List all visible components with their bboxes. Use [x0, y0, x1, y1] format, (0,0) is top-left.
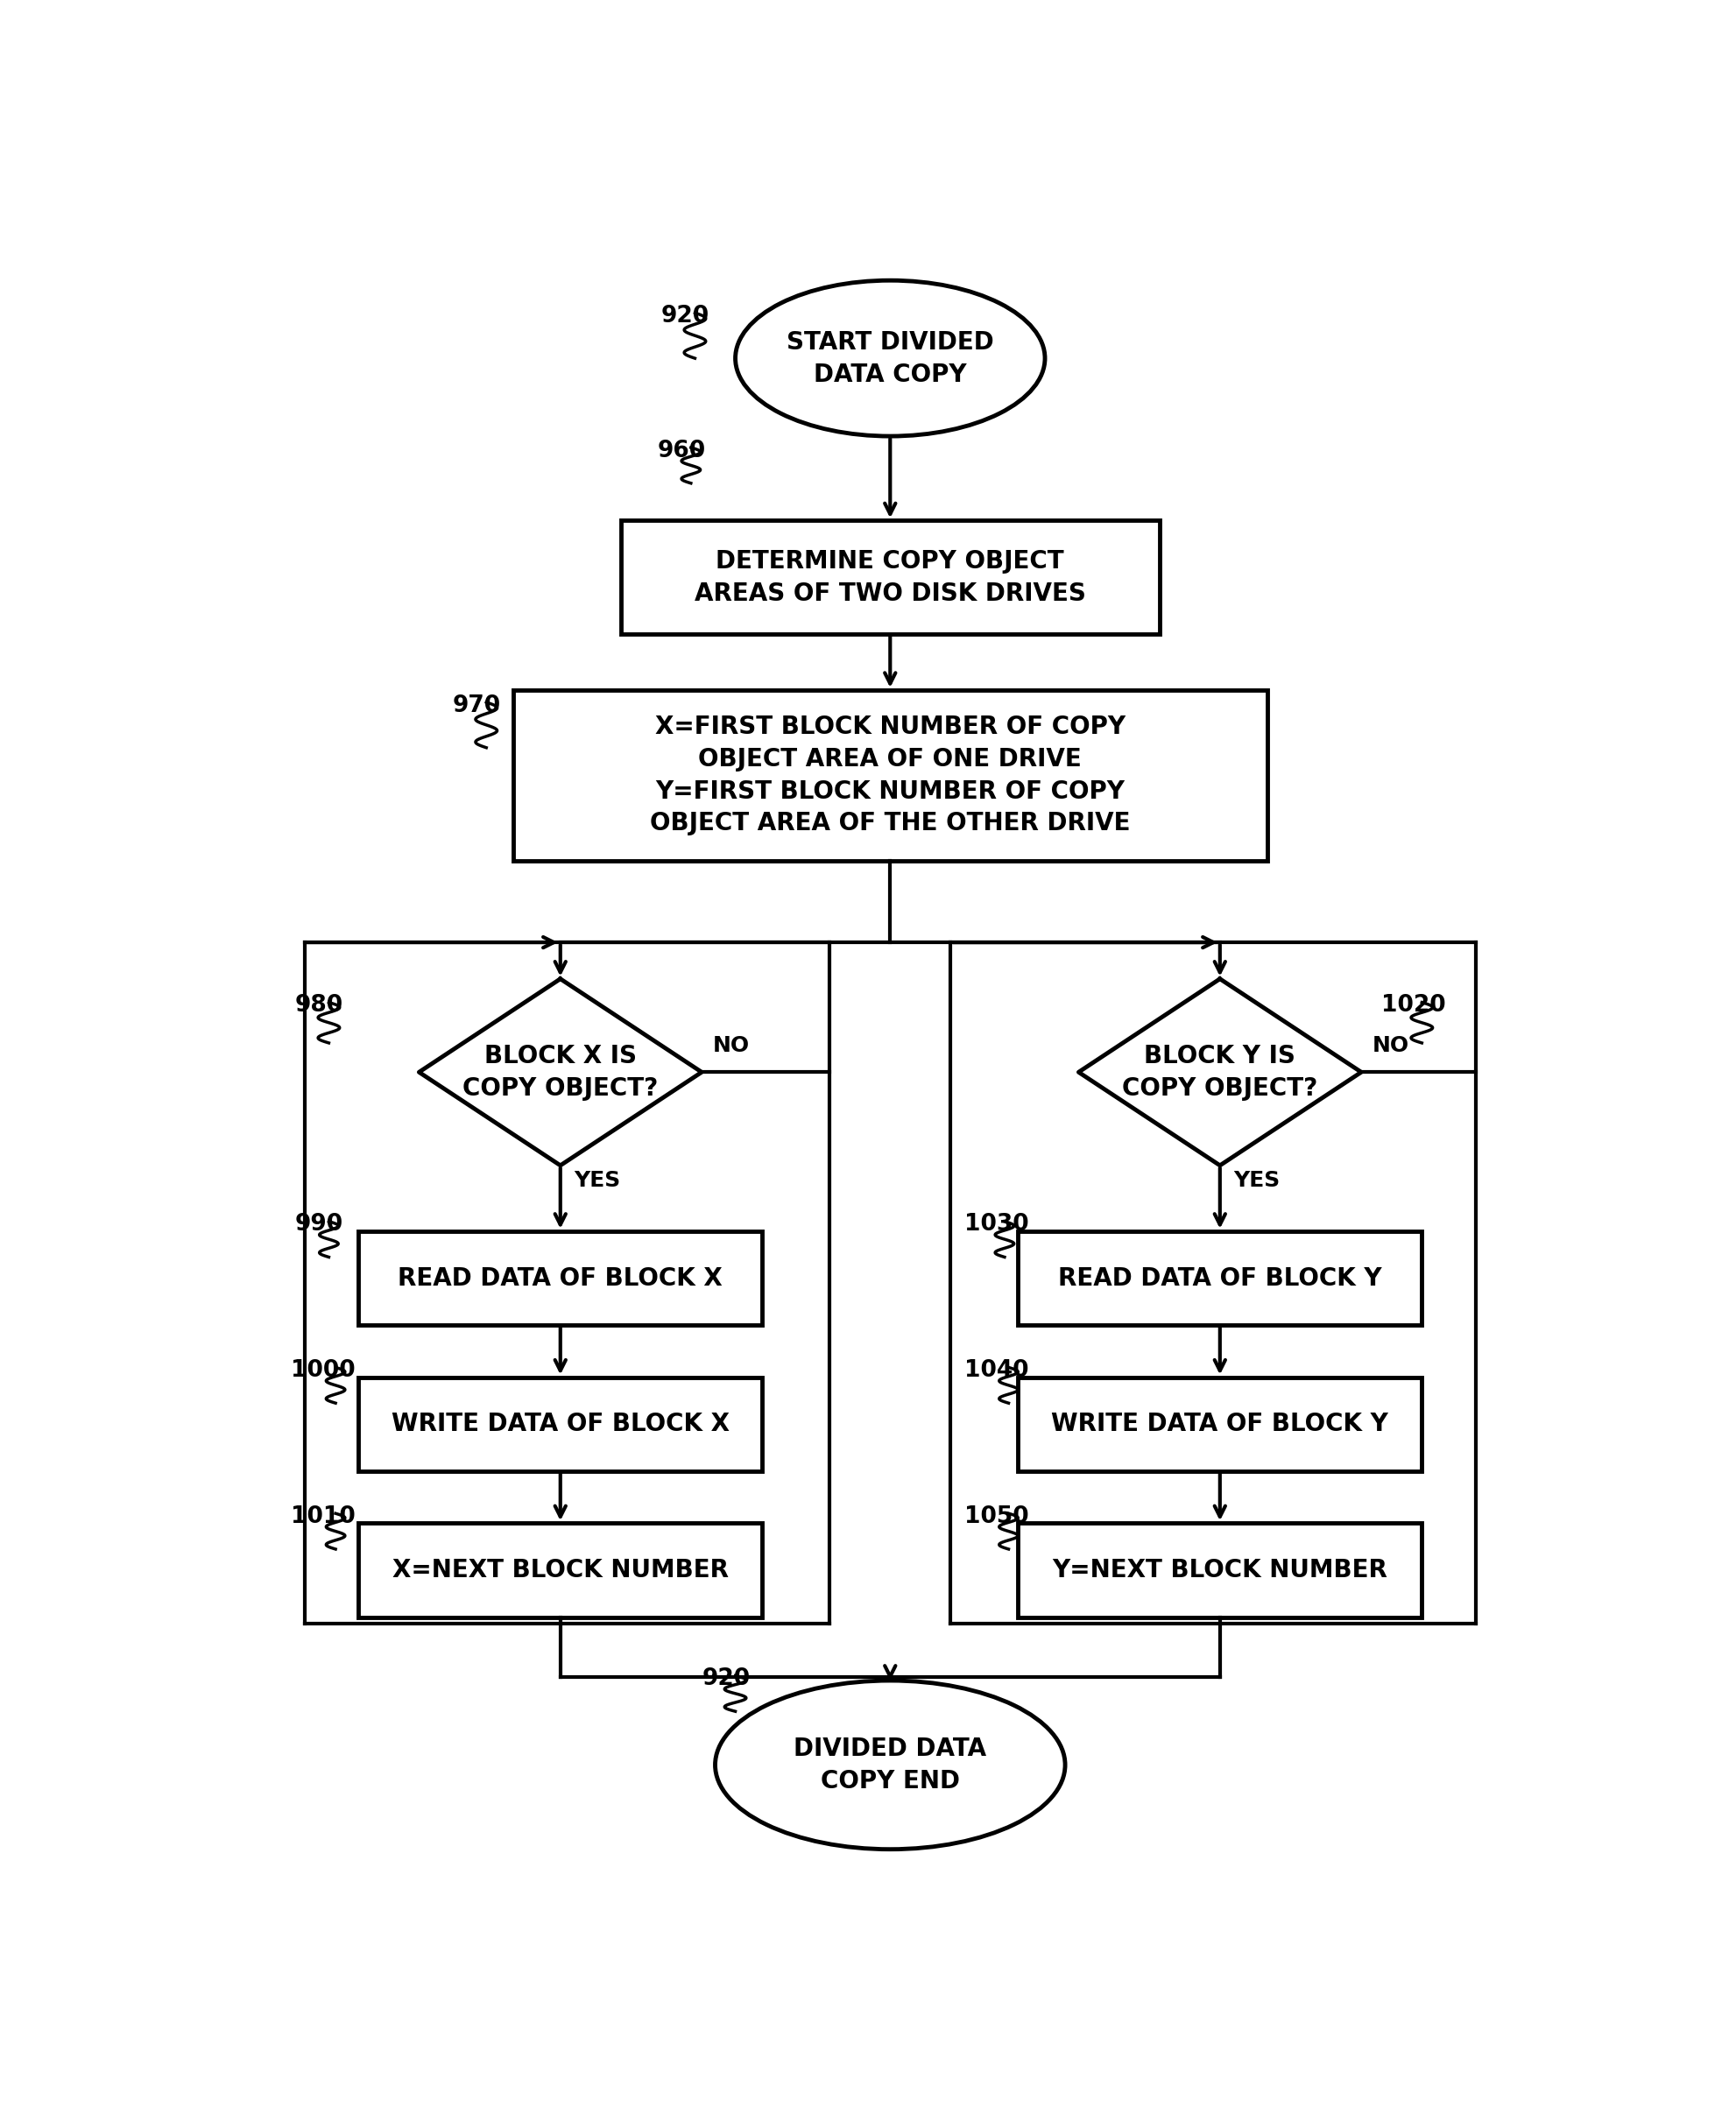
Text: BLOCK Y IS
COPY OBJECT?: BLOCK Y IS COPY OBJECT?: [1121, 1043, 1318, 1100]
Text: BLOCK X IS
COPY OBJECT?: BLOCK X IS COPY OBJECT?: [462, 1043, 658, 1100]
Bar: [1017, 1230, 1422, 1325]
Text: 1030: 1030: [963, 1214, 1028, 1237]
Text: 970: 970: [453, 693, 500, 716]
Polygon shape: [418, 980, 701, 1165]
Text: X=FIRST BLOCK NUMBER OF COPY
OBJECT AREA OF ONE DRIVE
Y=FIRST BLOCK NUMBER OF CO: X=FIRST BLOCK NUMBER OF COPY OBJECT AREA…: [649, 714, 1130, 836]
Text: 1040: 1040: [963, 1359, 1028, 1382]
Text: X=NEXT BLOCK NUMBER: X=NEXT BLOCK NUMBER: [392, 1557, 727, 1582]
Text: WRITE DATA OF BLOCK Y: WRITE DATA OF BLOCK Y: [1050, 1412, 1387, 1437]
Text: 920: 920: [661, 306, 710, 327]
Bar: [358, 1523, 762, 1618]
Text: READ DATA OF BLOCK X: READ DATA OF BLOCK X: [398, 1266, 722, 1289]
Ellipse shape: [715, 1681, 1064, 1850]
Text: 980: 980: [295, 995, 344, 1018]
Text: DIVIDED DATA
COPY END: DIVIDED DATA COPY END: [793, 1736, 986, 1793]
Text: 1020: 1020: [1380, 995, 1446, 1018]
Bar: [621, 520, 1158, 634]
Ellipse shape: [734, 280, 1045, 436]
Text: 1050: 1050: [963, 1504, 1028, 1528]
Bar: [358, 1230, 762, 1325]
Text: 1010: 1010: [292, 1504, 356, 1528]
Bar: [358, 1378, 762, 1471]
Text: YES: YES: [1233, 1169, 1279, 1190]
Bar: [1017, 1378, 1422, 1471]
Text: NO: NO: [712, 1035, 748, 1056]
Text: 990: 990: [295, 1214, 344, 1237]
Text: 920: 920: [701, 1667, 750, 1690]
Text: WRITE DATA OF BLOCK X: WRITE DATA OF BLOCK X: [391, 1412, 729, 1437]
Bar: [514, 691, 1267, 860]
Text: YES: YES: [573, 1169, 620, 1190]
Text: NO: NO: [1371, 1035, 1408, 1056]
Text: Y=NEXT BLOCK NUMBER: Y=NEXT BLOCK NUMBER: [1052, 1557, 1387, 1582]
Text: READ DATA OF BLOCK Y: READ DATA OF BLOCK Y: [1057, 1266, 1382, 1289]
Text: 1000: 1000: [292, 1359, 356, 1382]
Polygon shape: [1078, 980, 1361, 1165]
Text: DETERMINE COPY OBJECT
AREAS OF TWO DISK DRIVES: DETERMINE COPY OBJECT AREAS OF TWO DISK …: [694, 550, 1085, 605]
Bar: [1017, 1523, 1422, 1618]
Text: START DIVIDED
DATA COPY: START DIVIDED DATA COPY: [786, 331, 993, 388]
Text: 960: 960: [656, 440, 705, 461]
